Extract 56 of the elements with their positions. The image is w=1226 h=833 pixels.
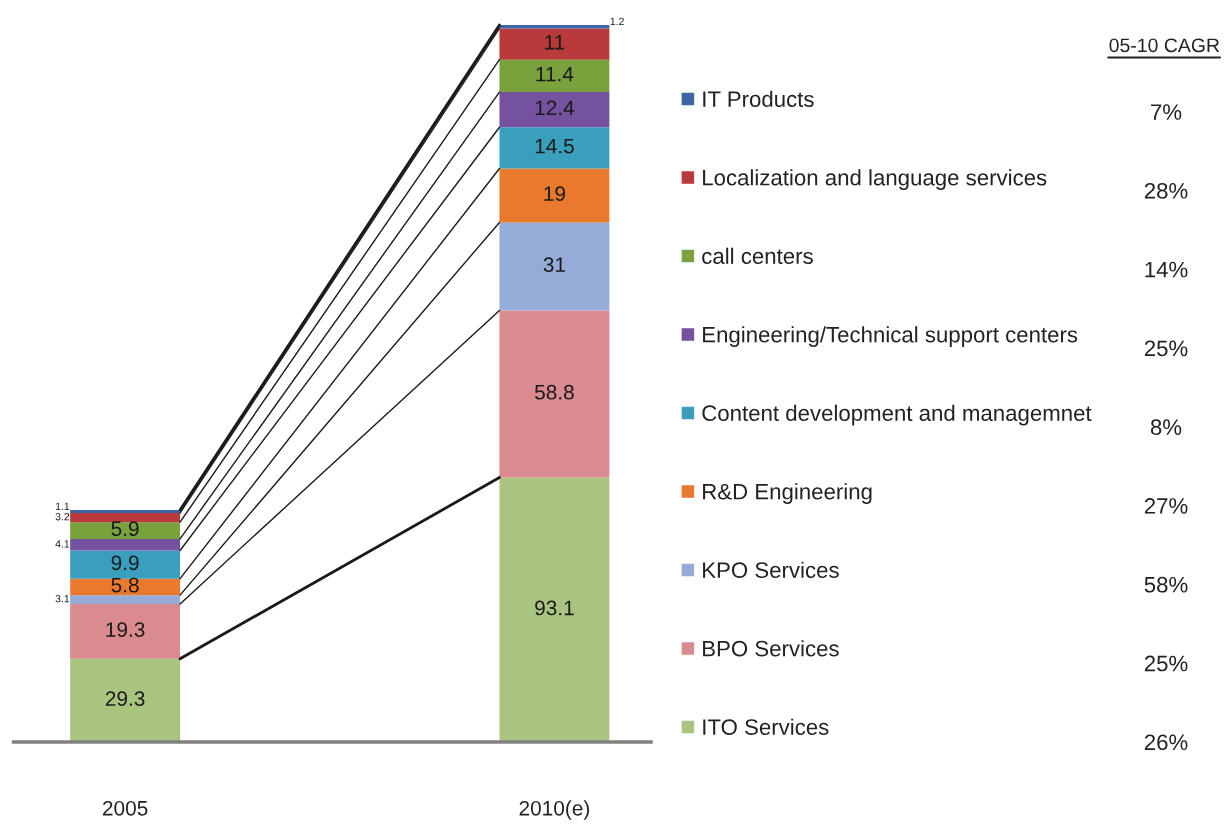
data-label: 5.8 [111, 577, 139, 593]
bar [499, 127, 610, 169]
data-label: 3.1 [55, 594, 70, 603]
legend-label: R&D Engineering [703, 483, 872, 504]
text: 28% [1144, 182, 1188, 199]
data-label: 3.2 [55, 513, 70, 521]
text: 8% [1150, 419, 1182, 436]
data-label: 1.1 [55, 502, 70, 510]
text: 25% [1144, 340, 1188, 357]
bar [499, 59, 610, 93]
bar [70, 603, 181, 659]
bar [70, 522, 181, 539]
x-tick-label: 2010(e) [519, 800, 590, 820]
data-label: 4.1 [55, 540, 70, 548]
data-label: 9.9 [111, 555, 139, 571]
bar [70, 513, 181, 523]
legend-label: Content development and managemnet [702, 404, 1092, 426]
data-label: 19 [544, 186, 566, 202]
bar [499, 92, 610, 128]
data-label: 93.1 [535, 600, 574, 616]
bar [70, 658, 181, 742]
data-label: 11.4 [536, 66, 574, 82]
data-label: 11 [545, 35, 565, 50]
text: 05-10 CAGR [1109, 38, 1220, 53]
legend-label: BPO Services [703, 640, 839, 657]
bar [70, 550, 181, 579]
data-label: 29.3 [105, 691, 145, 706]
bar [499, 222, 610, 311]
legend-label: ITO Services [703, 718, 829, 735]
text: 7% [1151, 104, 1182, 120]
bar [499, 310, 610, 478]
data-label: 1.2 [610, 17, 624, 25]
x-tick-label: 2005 [102, 800, 148, 816]
bar [70, 509, 181, 514]
text: 14% [1145, 261, 1188, 278]
text: 58% [1144, 576, 1188, 593]
bar [499, 477, 610, 742]
bar [70, 578, 181, 596]
legend-label: IT Products [703, 90, 814, 108]
data-label: 58.8 [534, 384, 574, 400]
data-label: 14.5 [535, 138, 574, 154]
text: 26% [1144, 734, 1188, 751]
data-label: 5.9 [111, 521, 139, 537]
legend-label: call centers [702, 247, 813, 265]
bar [70, 595, 181, 604]
data-label: 31 [543, 257, 565, 273]
data-label: 12.4 [535, 100, 575, 116]
bar [499, 168, 610, 223]
text: 27% [1144, 498, 1188, 514]
legend-label: Localization and language services [703, 169, 1047, 190]
legend-label: KPO Services [703, 561, 839, 578]
data-label: 19.3 [106, 622, 145, 637]
bar [70, 538, 181, 551]
text: 25% [1144, 655, 1188, 672]
legend-label: Engineering/Technical support centers [703, 326, 1078, 347]
bar [499, 28, 610, 60]
